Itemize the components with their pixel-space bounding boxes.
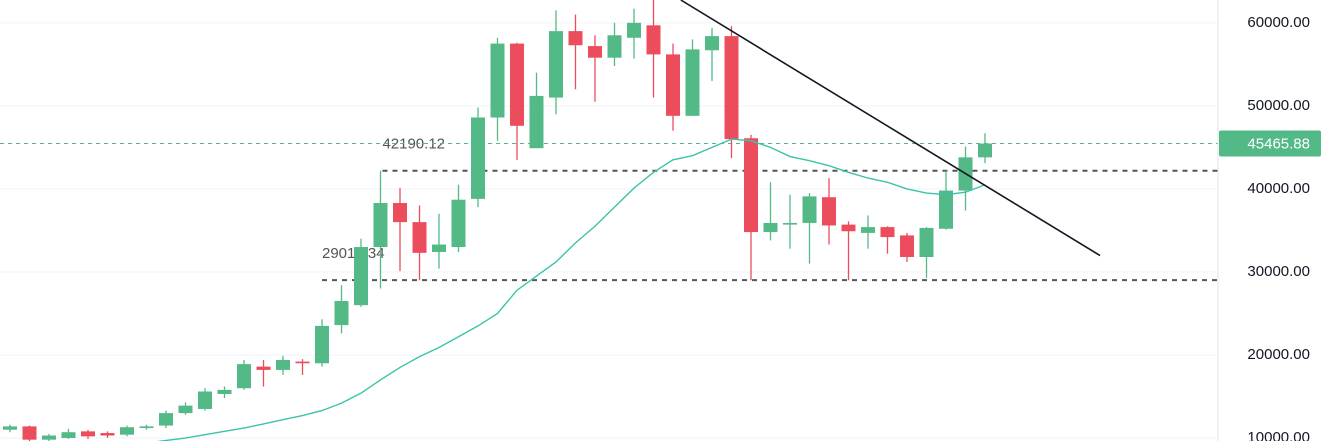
price-axis: 10000.00 20000.00 30000.00 40000.00 50000.00… <box>1219 14 1321 441</box>
candle-body <box>646 25 661 55</box>
candle-body <box>549 31 563 98</box>
candle-body <box>159 413 173 426</box>
candle-body <box>919 227 934 257</box>
candle-body <box>880 227 895 238</box>
y-tick-label: 30000.00 <box>1247 263 1310 280</box>
candle-body <box>822 197 836 226</box>
candle-body <box>432 244 446 253</box>
candle-body <box>373 203 388 248</box>
level-label: 29019.34 <box>322 245 385 262</box>
candle-body <box>100 433 115 436</box>
candle-body <box>3 426 17 430</box>
candle-body <box>22 426 37 440</box>
candle-body <box>705 36 719 51</box>
candle-body <box>510 43 524 126</box>
candle-body <box>529 95 544 149</box>
candle-body <box>81 431 95 437</box>
candle-body <box>900 235 914 257</box>
candle-body <box>198 391 212 409</box>
candle-body <box>627 22 641 38</box>
candle-body <box>393 203 407 223</box>
candle-body <box>256 366 271 370</box>
moving-average <box>156 138 986 441</box>
candle-body <box>607 35 622 58</box>
last-price-label: 45465.88 <box>1247 135 1310 152</box>
candle-body <box>139 426 154 429</box>
candle-body <box>588 46 602 58</box>
candle-body <box>334 301 349 326</box>
candle-body <box>939 190 953 229</box>
y-tick-label: 60000.00 <box>1247 14 1310 31</box>
candle-body <box>490 43 505 118</box>
candle-body <box>276 359 290 370</box>
candle-body <box>978 143 992 158</box>
trend-line <box>680 0 1101 257</box>
candle-body <box>451 199 466 248</box>
y-tick-label: 50000.00 <box>1247 97 1310 114</box>
y-tick-label: 40000.00 <box>1247 180 1310 197</box>
plot-area: 42190.12 29019.34 <box>0 0 1218 441</box>
candle-body <box>783 222 797 225</box>
last-price-badge <box>1219 130 1321 157</box>
candle-body <box>568 31 583 46</box>
candle-body <box>315 325 329 364</box>
candle-body <box>666 54 680 116</box>
level-label: 42190.12 <box>382 136 445 153</box>
candle-body <box>42 435 56 440</box>
candle-body <box>724 36 739 140</box>
candle-body <box>61 432 76 439</box>
candle-body <box>744 138 758 233</box>
candle-body <box>120 427 134 435</box>
candle-body <box>412 222 427 253</box>
candle-body <box>217 389 232 395</box>
candle-body <box>471 117 485 199</box>
candle-body <box>295 361 310 364</box>
candle-body <box>178 405 193 414</box>
candle-body <box>802 196 817 223</box>
candle-body <box>763 222 778 233</box>
y-tick-label: 20000.00 <box>1247 346 1310 363</box>
candle-body <box>685 49 700 116</box>
candle-body <box>861 227 875 233</box>
candle-body <box>354 247 368 306</box>
candle-body <box>841 224 856 232</box>
y-tick-label: 10000.00 <box>1247 429 1310 441</box>
candle-body <box>237 364 251 389</box>
